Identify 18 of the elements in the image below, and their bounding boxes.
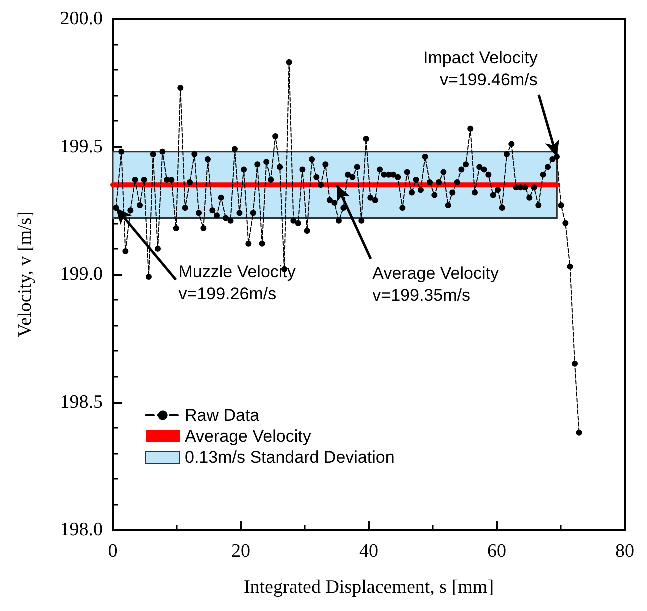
x-tick-label: 20 <box>232 541 250 562</box>
x-tick-label: 0 <box>108 541 118 562</box>
y-tick-label: 198.5 <box>60 392 103 413</box>
y-tick-label: 199.5 <box>60 136 103 158</box>
annotation: Average Velocity v=199.35m/s <box>372 264 500 306</box>
x-axis-title: Integrated Displacement, s [mm] <box>244 577 494 598</box>
annotation: Muzzle Velocity v=199.26m/s <box>178 262 296 304</box>
legend-label: 0.13m/s Standard Deviation <box>185 448 395 467</box>
y-tick-label: 198.0 <box>60 520 103 540</box>
legend-label: Raw Data <box>185 406 260 425</box>
y-axis-title: Velocity, v [m/s] <box>15 212 36 338</box>
y-tick-label: 200.0 <box>60 8 103 30</box>
x-tick-label: 60 <box>488 541 506 562</box>
annotation: Impact Velocity v=199.46m/s <box>424 48 538 90</box>
y-tick-label: 199.0 <box>60 264 103 285</box>
legend-label: Average Velocity <box>185 427 312 446</box>
x-tick-label: 80 <box>616 541 634 562</box>
x-tick-label: 40 <box>360 541 378 562</box>
